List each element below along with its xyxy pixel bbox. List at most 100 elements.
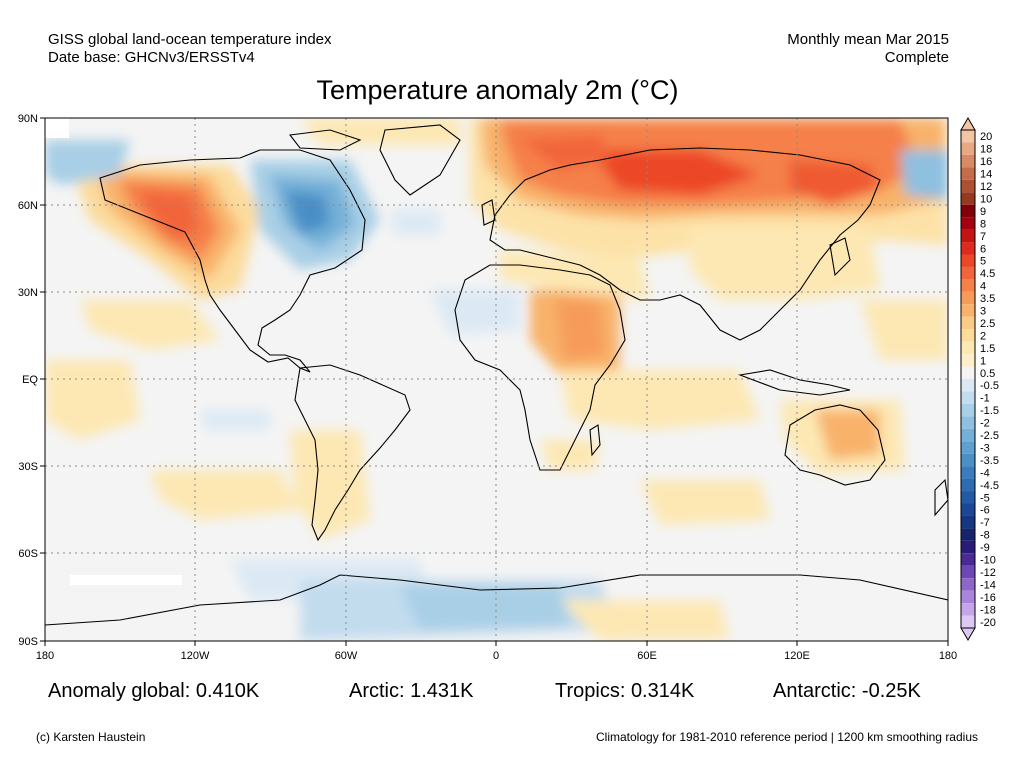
colorbar-label: -4.5 (980, 480, 999, 492)
lon-label: 0 (493, 650, 499, 662)
source-database: Date base: GHCNv3/ERSSTv4 (48, 49, 255, 66)
colorbar-label: 0.5 (980, 368, 995, 380)
colorbar-swatch (961, 528, 975, 541)
lon-label: 180 (939, 650, 957, 662)
colorbar-label: -0.5 (980, 380, 999, 392)
colorbar-swatch (961, 354, 975, 367)
colorbar-swatch (961, 130, 975, 143)
colorbar-swatch (961, 428, 975, 442)
colorbar-swatch (961, 254, 975, 267)
colorbar-label: -16 (980, 592, 996, 604)
colorbar-label: 7 (980, 231, 986, 243)
colorbar-label: -7 (980, 517, 990, 529)
colorbar-swatch (961, 515, 975, 529)
colorbar-label: -5 (980, 492, 990, 504)
latitude-labels: 90N 60N 30N EQ 30S 60S 90S (18, 113, 39, 648)
lon-label: 60E (637, 650, 657, 662)
colorbar-swatch (961, 491, 975, 504)
period-label: Monthly mean Mar 2015 (787, 31, 949, 48)
colorbar-label: 14 (980, 169, 992, 181)
source-title: GISS global land-ocean temperature index (48, 31, 332, 48)
colorbar-swatch (961, 540, 975, 554)
colorbar-swatch (961, 565, 975, 579)
colorbar-swatch (961, 329, 975, 342)
lat-label: 30N (18, 287, 38, 299)
axis-ticks (40, 117, 949, 646)
colorbar-label: 10 (980, 193, 992, 205)
stat-global: Anomaly global: 0.410K (48, 680, 260, 702)
colorbar-label: -20 (980, 617, 996, 629)
lat-label: 60N (18, 200, 38, 212)
lat-label: 90S (18, 636, 38, 648)
colorbar-label: -3 (980, 442, 990, 454)
colorbar-swatch (961, 366, 975, 379)
no-data-antarctic (70, 575, 182, 585)
stat-tropics: Tropics: 0.314K (555, 680, 695, 702)
colorbar-label: -4 (980, 467, 990, 479)
colorbar-swatch (961, 391, 975, 404)
colorbar-swatch (961, 578, 975, 591)
map-title: Temperature anomaly 2m (°C) (316, 75, 679, 105)
colorbar-swatch (961, 615, 975, 628)
colorbar-swatch (961, 403, 975, 417)
colorbar-label: 12 (980, 181, 992, 193)
colorbar-swatch (961, 154, 975, 168)
stat-arctic: Arctic: 1.431K (349, 680, 474, 702)
colorbar-swatch (961, 341, 975, 355)
colorbar-swatch (961, 304, 975, 317)
colorbar-swatch (961, 441, 975, 454)
colorbar-label: 4.5 (980, 268, 995, 280)
lon-label: 120W (181, 650, 210, 662)
colorbar-swatch (961, 553, 975, 566)
colorbar-swatch (961, 416, 975, 429)
stat-antarctic: Antarctic: -0.25K (773, 680, 921, 702)
colorbar-label: -14 (980, 579, 996, 591)
lon-label: 120E (784, 650, 810, 662)
anomaly-field (45, 118, 948, 641)
colorbar-label: -1 (980, 393, 990, 405)
colorbar-swatch (961, 217, 975, 230)
colorbar-label: -8 (980, 530, 990, 542)
colorbar-label: 1.5 (980, 343, 995, 355)
colorbar-swatch (961, 242, 975, 255)
colorbar-swatch (961, 453, 975, 467)
colorbar-swatch (961, 379, 975, 392)
colorbar-max-arrow (960, 117, 976, 131)
colorbar-swatch (961, 179, 975, 193)
colorbar-swatch (961, 204, 975, 218)
colorbar-swatch (961, 466, 975, 479)
colorbar-swatch (961, 478, 975, 492)
colorbar-label: -12 (980, 567, 996, 579)
colorbar-label: 16 (980, 156, 992, 168)
completeness-label: Complete (884, 49, 949, 66)
colorbar-label: 8 (980, 218, 986, 230)
lat-label: 30S (18, 461, 38, 473)
colorbar-label: 18 (980, 144, 992, 156)
colorbar-swatch (961, 603, 975, 616)
lat-label: 90N (18, 113, 38, 125)
colorbar-label: 4 (980, 281, 986, 293)
colorbar-swatch (961, 266, 975, 280)
colorbar-label: 20 (980, 131, 992, 143)
colorbar-min-arrow (960, 627, 976, 641)
colorbar: 201816141210987654.543.532.521.510.5-0.5… (960, 117, 999, 641)
lat-label: EQ (22, 374, 38, 386)
colorbar-label: 2.5 (980, 318, 995, 330)
colorbar-label: 3.5 (980, 293, 995, 305)
colorbar-label: 2 (980, 330, 986, 342)
colorbar-label: -6 (980, 505, 990, 517)
lat-label: 60S (18, 548, 38, 560)
colorbar-label: -2.5 (980, 430, 999, 442)
colorbar-swatch (961, 590, 975, 604)
colorbar-swatch (961, 142, 975, 155)
colorbar-swatch (961, 503, 975, 516)
longitude-labels: 180 120W 60W 0 60E 120E 180 (36, 650, 957, 662)
graticule (45, 118, 948, 641)
colorbar-label: -10 (980, 555, 996, 567)
colorbar-swatch (961, 279, 975, 292)
anomaly-map: 90N 60N 30N EQ 30S 60S 90S 180 120W 60W … (18, 113, 999, 662)
colorbar-label: -1.5 (980, 405, 999, 417)
colorbar-label: -18 (980, 604, 996, 616)
credit-text: (c) Karsten Haustein (36, 730, 146, 744)
lon-label: 180 (36, 650, 54, 662)
